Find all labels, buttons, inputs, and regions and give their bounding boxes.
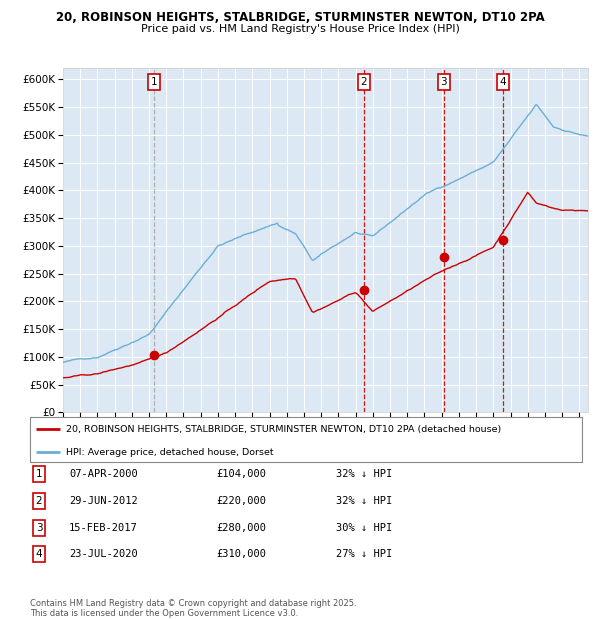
Text: Price paid vs. HM Land Registry's House Price Index (HPI): Price paid vs. HM Land Registry's House … — [140, 24, 460, 33]
Text: 1: 1 — [35, 469, 43, 479]
Text: 15-FEB-2017: 15-FEB-2017 — [69, 523, 138, 533]
Text: £310,000: £310,000 — [216, 549, 266, 559]
Text: 29-JUN-2012: 29-JUN-2012 — [69, 496, 138, 506]
Text: 3: 3 — [440, 77, 447, 87]
Text: 2: 2 — [35, 496, 43, 506]
Text: 23-JUL-2020: 23-JUL-2020 — [69, 549, 138, 559]
Text: 4: 4 — [35, 549, 43, 559]
Text: £280,000: £280,000 — [216, 523, 266, 533]
Text: Contains HM Land Registry data © Crown copyright and database right 2025.
This d: Contains HM Land Registry data © Crown c… — [30, 599, 356, 618]
Text: 4: 4 — [500, 77, 506, 87]
Text: 32% ↓ HPI: 32% ↓ HPI — [336, 496, 392, 506]
Text: 2: 2 — [361, 77, 367, 87]
Text: 32% ↓ HPI: 32% ↓ HPI — [336, 469, 392, 479]
Text: 07-APR-2000: 07-APR-2000 — [69, 469, 138, 479]
Text: HPI: Average price, detached house, Dorset: HPI: Average price, detached house, Dors… — [66, 448, 274, 456]
Text: £220,000: £220,000 — [216, 496, 266, 506]
Text: 27% ↓ HPI: 27% ↓ HPI — [336, 549, 392, 559]
Text: 1: 1 — [151, 77, 157, 87]
Text: 20, ROBINSON HEIGHTS, STALBRIDGE, STURMINSTER NEWTON, DT10 2PA (detached house): 20, ROBINSON HEIGHTS, STALBRIDGE, STURMI… — [66, 425, 501, 434]
Text: 3: 3 — [35, 523, 43, 533]
Text: 20, ROBINSON HEIGHTS, STALBRIDGE, STURMINSTER NEWTON, DT10 2PA: 20, ROBINSON HEIGHTS, STALBRIDGE, STURMI… — [56, 11, 544, 24]
Text: £104,000: £104,000 — [216, 469, 266, 479]
Text: 30% ↓ HPI: 30% ↓ HPI — [336, 523, 392, 533]
